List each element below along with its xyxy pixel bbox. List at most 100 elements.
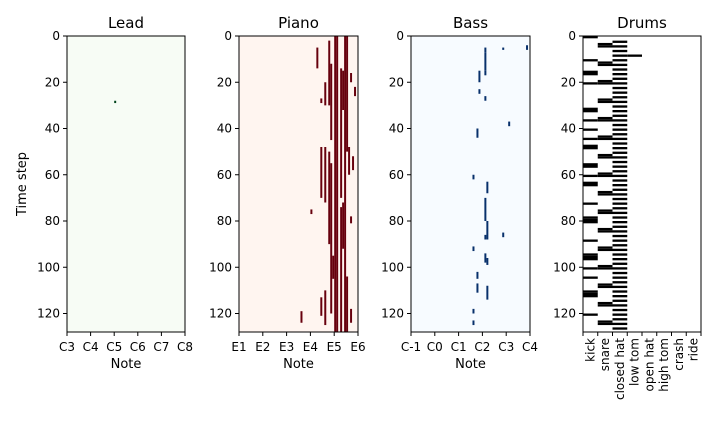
piano-note-c6-16: [350, 73, 353, 83]
bass-x-tick-label-c2: C2: [474, 340, 490, 354]
drums-hit-kick-0: [583, 36, 598, 39]
drums-hit-closed-hat-46: [612, 142, 628, 145]
drums-title: Drums: [617, 14, 667, 32]
piano-plot-frame: [238, 35, 359, 333]
drums-hit-closed-hat-8: [612, 54, 628, 57]
piano-note-a5-0: [344, 36, 347, 332]
piano-note-c-5-2: [328, 40, 331, 106]
drums-hit-snare-3: [597, 42, 613, 46]
piano-y-ticks: 0 20 40 60 80 100 120: [209, 29, 239, 321]
drums-hit-kick-72: [583, 202, 598, 205]
drums-y-tick-label-80: 80: [561, 214, 576, 228]
drums-hit-snare-20: [597, 82, 613, 85]
drums-hit-closed-hat-6: [612, 49, 628, 53]
drums-hit-closed-hat-102: [612, 271, 628, 275]
drums-hit-kick-100: [583, 267, 598, 270]
piano-x-ticks: E1 E2 E3 E4 E5 E6: [231, 332, 366, 354]
drums-hit-closed-hat-112: [612, 295, 628, 298]
drums-hit-closed-hat-94: [612, 253, 628, 256]
drums-hit-closed-hat-44: [612, 137, 628, 141]
lead-x-tick-label-c4: C4: [83, 340, 99, 354]
bass-note-c-3-37: [508, 121, 511, 127]
drums-hit-closed-hat-90: [612, 244, 628, 247]
drums-hit-snare-12: [597, 63, 613, 67]
drums-hit-kick-80: [583, 221, 598, 224]
piano-note-c-5-50: [328, 151, 331, 245]
piano-note-e4-75: [310, 209, 313, 215]
piano-x-tick-label-e1: E1: [231, 340, 246, 354]
drums-hit-kick-112: [583, 295, 598, 298]
drums-hit-closed-hat-98: [612, 262, 628, 265]
piano-note-e5-0: [334, 36, 337, 332]
bass-note-a-3-4: [526, 45, 529, 50]
bass-note-a-2-85: [502, 232, 505, 238]
drums-x-tick-label-ride: ride: [687, 338, 701, 361]
drums-hit-kick-10: [583, 59, 598, 62]
drums-hit-kick-110: [583, 290, 598, 293]
drums-hit-kick-88: [583, 239, 598, 242]
drums-hit-kick-55: [583, 163, 598, 166]
bass-x-label: Note: [455, 357, 486, 372]
bass-plot-background: [411, 36, 530, 332]
drums-hit-closed-hat-58: [612, 170, 628, 173]
bass-note-c-2-86: [484, 234, 487, 240]
bass-title: Bass: [453, 14, 488, 32]
drums-hit-snare-59: [597, 172, 613, 175]
bass-note-d2-96: [486, 258, 489, 265]
piano-note-d5-12: [330, 63, 333, 141]
lead-y-tick-label-120: 120: [37, 307, 60, 321]
drums-plot-background: [583, 36, 701, 332]
piano-note-c6-78: [350, 216, 353, 224]
drums-hit-closed-hat-106: [612, 281, 628, 284]
drums-hit-snare-35: [597, 116, 613, 120]
lead-notes: [114, 100, 117, 104]
piano-y-tick-label-0: 0: [224, 29, 232, 43]
drums-hit-kick-56: [583, 165, 598, 168]
drums-hit-closed-hat-28: [612, 100, 628, 104]
drums-hit-closed-hat-34: [612, 114, 628, 117]
piano-note-a-5-104: [346, 276, 349, 332]
drums-hit-closed-hat-118: [612, 308, 628, 312]
drums-hits: [583, 36, 642, 330]
piano-note-d6-22: [354, 86, 357, 97]
drums-hit-kick-64: [583, 184, 598, 187]
drums-hit-closed-hat-114: [612, 299, 628, 302]
drums-hit-closed-hat-42: [612, 133, 628, 136]
drums-hit-closed-hat-48: [612, 147, 628, 150]
drums-hit-snare-108: [597, 285, 613, 289]
piano-note-a4-113: [320, 297, 323, 316]
bass-note-c-2-26: [484, 96, 487, 101]
drums-hit-closed-hat-30: [612, 105, 628, 108]
bass-x-tick-label-c3: C3: [498, 340, 514, 354]
drums-hit-closed-hat-88: [612, 239, 628, 242]
drums-hit-snare-27: [597, 98, 613, 101]
drums-hit-closed-hat-126: [612, 327, 628, 330]
piano-note-g-5-72: [342, 202, 345, 249]
piano-note-d-5-95: [332, 255, 335, 279]
drums-x-tick-label-crash: crash: [672, 338, 686, 371]
drums-hit-closed-hat-32: [612, 110, 628, 113]
piano-note-f5-0: [336, 36, 339, 332]
lead-x-label: Note: [111, 357, 142, 372]
drums-hit-kick-78: [583, 216, 598, 219]
bass-note-a1-107: [476, 283, 479, 293]
lead-x-tick-label-c3: C3: [59, 340, 75, 354]
lead-x-tick-label-c5: C5: [106, 340, 122, 354]
piano-y-tick-label-80: 80: [217, 214, 232, 228]
drums-hit-kick-16: [583, 73, 598, 76]
drums-hit-closed-hat-36: [612, 119, 628, 122]
piano-note-g5-14: [340, 68, 343, 198]
drums-hit-closed-hat-72: [612, 202, 628, 205]
drums-hit-snare-124: [597, 322, 613, 326]
bass-note-g1-118: [472, 308, 475, 314]
drums-hit-closed-hat-68: [612, 193, 628, 196]
drums-hit-closed-hat-14: [612, 68, 628, 71]
drums-hit-closed-hat-70: [612, 197, 628, 201]
drums-hit-snare-116: [597, 304, 613, 307]
drums-hit-snare-68: [597, 193, 613, 196]
drums-hit-kick-79: [583, 218, 598, 221]
drums-hit-closed-hat-40: [612, 128, 628, 131]
drums-hit-snare-11: [597, 61, 613, 64]
drums-hit-closed-hat-76: [612, 211, 628, 215]
